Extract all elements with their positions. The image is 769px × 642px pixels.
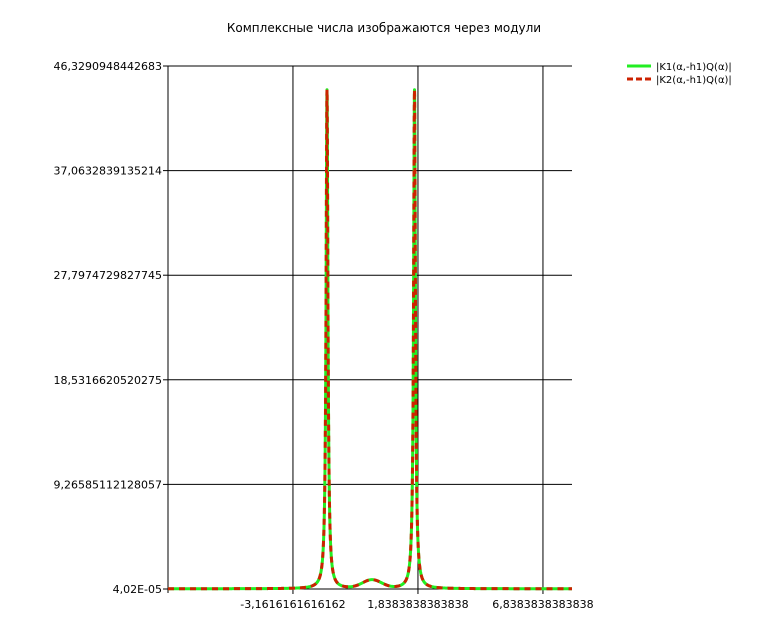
series-line-2 [167,88,573,591]
x-tick-label: -3,1616161616162 [240,598,345,611]
y-tick-label: 46,3290948442683 [54,60,162,73]
y-tick-label: 27,7974729827745 [54,269,162,282]
grid [168,65,572,589]
y-tick-label: 18,5316620520275 [54,374,162,387]
axes [164,66,572,593]
series-lines [167,88,573,591]
x-tick-labels: -3,1616161616162 1,8383838383838 6,8383838… [240,589,594,611]
legend-label-2: |K2(α,-h1)Q(α)| [656,75,732,86]
x-tick-label: 6,8383838383838 [492,598,593,611]
legend: |K1(α,-h1)Q(α)| |K2(α,-h1)Q(α)| [627,62,732,86]
y-tick-label: 9,26585112128057 [54,478,162,491]
y-tick-labels: 4,02E-05 9,26585112128057 18,5316620520275… [54,60,168,596]
series-line-1 [167,88,573,591]
y-tick-label: 4,02E-05 [113,583,162,596]
chart-title: Комплексные числа изображаются через мод… [227,21,541,35]
y-tick-label: 37,0632839135214 [54,165,162,178]
legend-label-1: |K1(α,-h1)Q(α)| [656,62,732,73]
x-tick-label: 1,8383838383838 [367,598,468,611]
